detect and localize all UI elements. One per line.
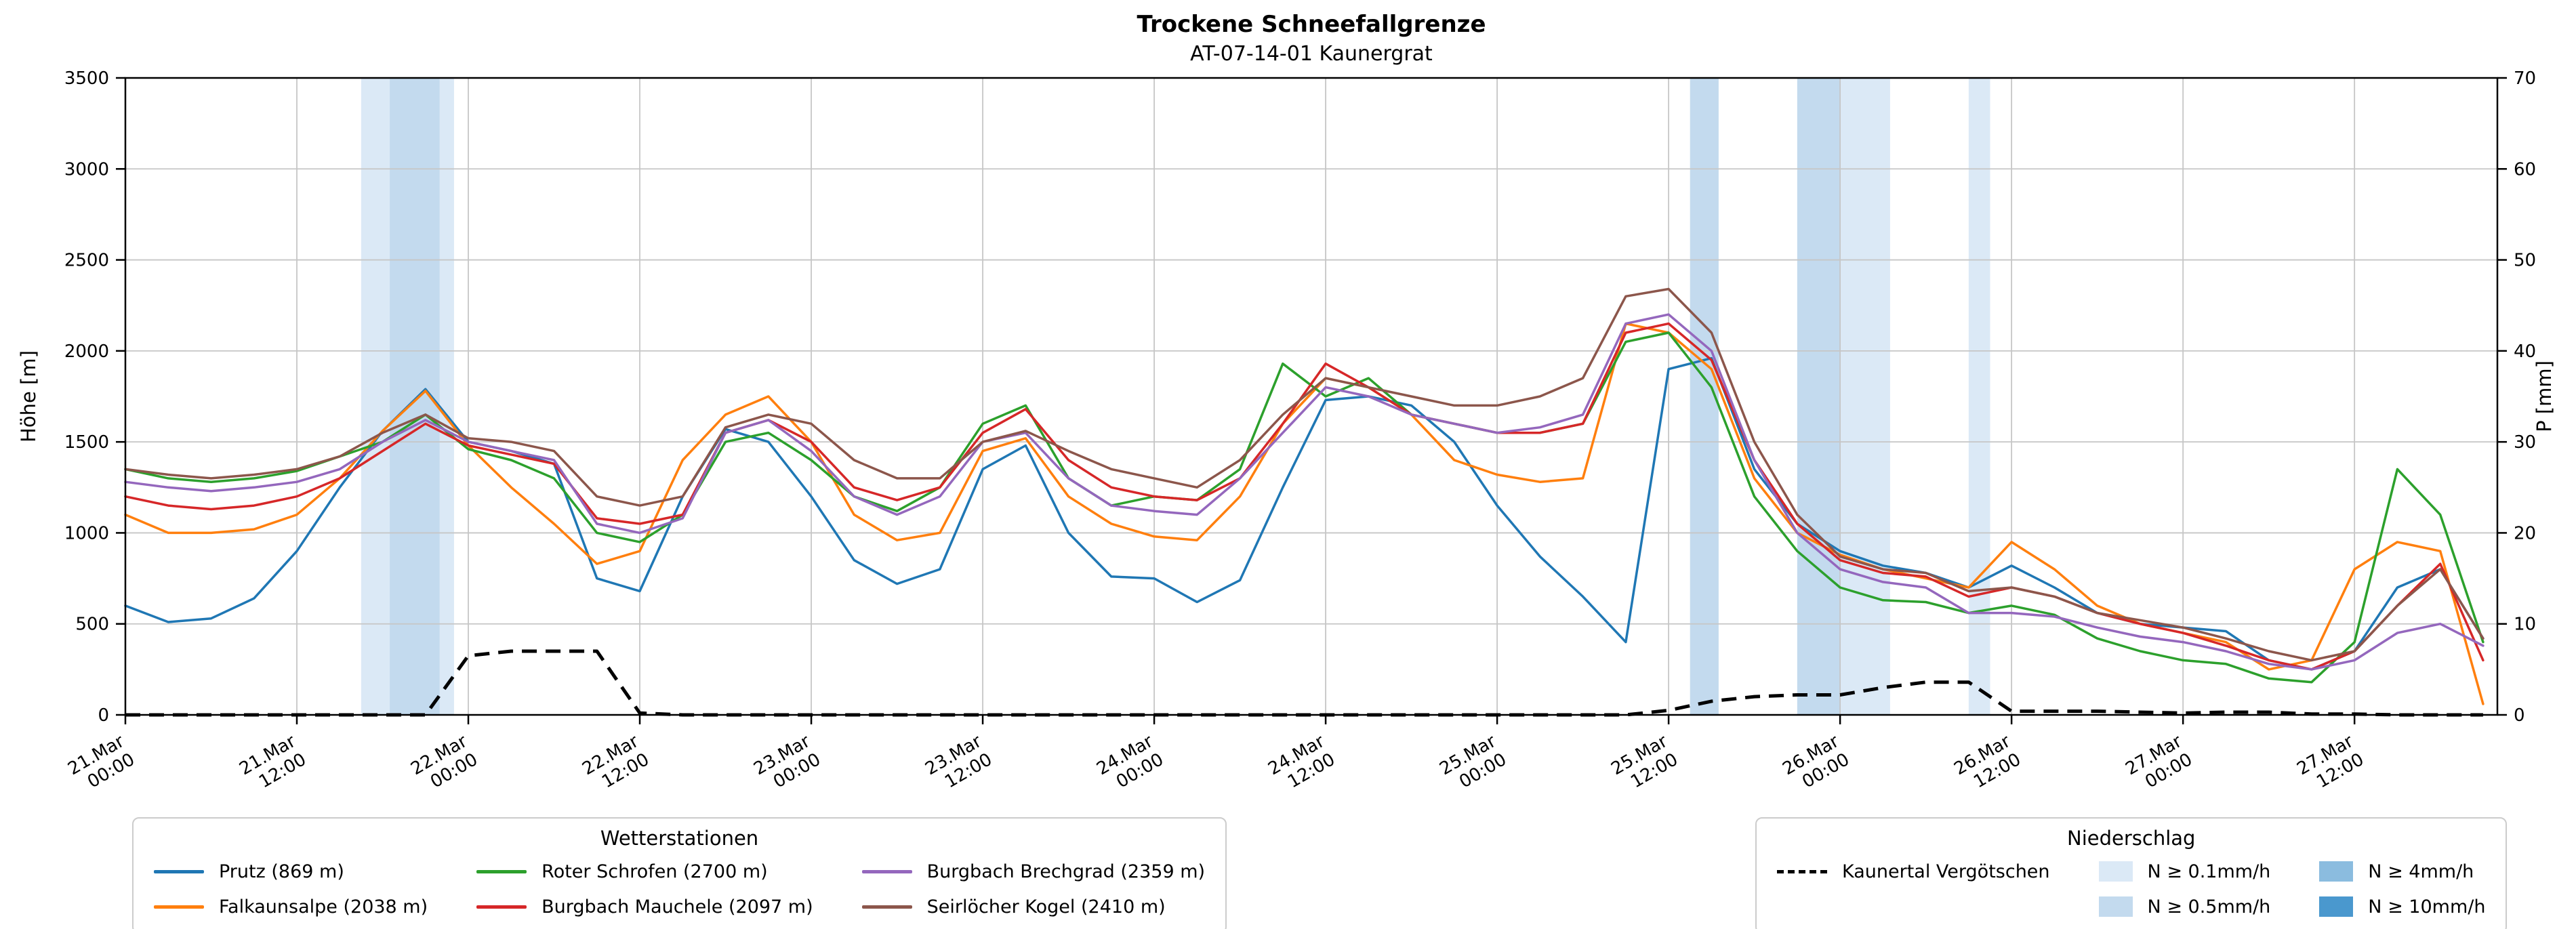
- y-left-tick-label: 0: [98, 705, 109, 726]
- series-line-prutz: [124, 356, 2485, 671]
- series-line-roter-schrofen: [124, 331, 2485, 684]
- series-line-falkaunsalpe: [124, 322, 2485, 705]
- plot-border: [124, 77, 2499, 716]
- legend-item-level-10: N ≥ 10mm/h: [2319, 893, 2485, 920]
- legend-item-label: Burgbach Mauchele (2097 m): [541, 896, 813, 917]
- legend-line-sample: [861, 905, 912, 909]
- y-right-tick-label: 50: [2514, 251, 2536, 271]
- legend-item-level-0.1: N ≥ 0.1mm/h: [2098, 858, 2271, 885]
- legend-item-label: N ≥ 4mm/h: [2368, 861, 2474, 882]
- legend-item-prutz: Prutz (869 m): [154, 858, 428, 885]
- legend-line-sample: [476, 869, 527, 873]
- legend-item-label: Burgbach Brechgrad (2359 m): [926, 861, 1206, 882]
- legend-line-sample: [861, 869, 912, 873]
- legend-wetterstationen-title: Wetterstationen: [600, 827, 759, 850]
- legend-item-label: N ≥ 0.1mm/h: [2147, 861, 2271, 882]
- series-line-burgbach-brechgrad: [124, 313, 2485, 671]
- legend-item-label: N ≥ 0.5mm/h: [2147, 896, 2271, 917]
- legend-item-seirloecher-kogel: Seirlöcher Kogel (2410 m): [861, 893, 1205, 920]
- y-left-tick-label: 1000: [64, 523, 109, 543]
- legend-item-label: Kaunertal Vergötschen: [1842, 861, 2050, 882]
- y-right-tick-label: 0: [2514, 705, 2525, 726]
- precip-bands: [361, 78, 1990, 715]
- precip-band-0.1: [439, 78, 454, 715]
- y-right-tick-label: 70: [2514, 68, 2536, 89]
- y-left-tick-label: 500: [75, 615, 109, 635]
- precip-band-0.1: [1840, 78, 1890, 715]
- y-right-tick-label: 60: [2514, 159, 2536, 180]
- legend-item-level-4: N ≥ 4mm/h: [2319, 858, 2485, 885]
- precip-band-0.5: [1797, 78, 1841, 715]
- legend-line-sample: [154, 905, 204, 909]
- legend-niederschlag-title: Niederschlag: [2067, 827, 2196, 850]
- legend-line-sample: [476, 905, 527, 909]
- series-line-seirloecher-kogel: [124, 287, 2485, 662]
- y-left-tick-label: 3500: [64, 68, 109, 89]
- legend-item-label: Seirlöcher Kogel (2410 m): [926, 896, 1166, 917]
- legend-niederschlag-items: Kaunertal Vergötschen N ≥ 0.1mm/h N ≥ 0.5m…: [1777, 858, 2485, 920]
- precip-band-0.1: [361, 78, 390, 715]
- legend-item-falkaunsalpe: Falkaunsalpe (2038 m): [154, 893, 428, 920]
- y-left-tick-label: 2500: [64, 251, 109, 271]
- legend-item-burgbach-brechgrad: Burgbach Brechgrad (2359 m): [861, 858, 1206, 885]
- y-right-tick-label: 20: [2514, 523, 2536, 543]
- chart-title: Trockene Schneefallgrenze: [1137, 11, 1486, 38]
- legend-dashed-line-sample: [1777, 869, 1827, 873]
- legend-patch-sample-0.1: [2098, 861, 2133, 882]
- y-left-tick-label: 3000: [64, 159, 109, 180]
- y-left-tick-label: 2000: [64, 342, 109, 362]
- legend-wetterstationen: Wetterstationen Prutz (869 m) Falkaunsalp…: [132, 817, 1227, 929]
- chart-canvas: 0 500 1000 1500 2000 2500 3000 3500 0 10 20 30 40 50 6…: [17, 68, 2556, 792]
- precip-band-0.1: [1968, 78, 1990, 715]
- legend-item-label: Prutz (869 m): [219, 861, 344, 882]
- series-line-kaunertal-vergoetschen: [125, 649, 2483, 717]
- legend-item-label: N ≥ 10mm/h: [2368, 896, 2486, 917]
- y-left-axis-label: Höhe [m]: [17, 350, 40, 442]
- legend-line-sample: [154, 869, 204, 873]
- y-right-tick-label: 40: [2514, 342, 2536, 362]
- chart-subtitle: AT-07-14-01 Kaunergrat: [1190, 42, 1433, 66]
- legend-item-level-0.5: N ≥ 0.5mm/h: [2098, 893, 2271, 920]
- legend-spacer: [1777, 893, 2050, 920]
- legend-item-label: Roter Schrofen (2700 m): [541, 861, 768, 882]
- y-right-tick-label: 10: [2514, 615, 2536, 635]
- legend-patch-sample-0.5: [2098, 896, 2133, 917]
- y-left-tick-label: 1500: [64, 432, 109, 453]
- legend-patch-sample-10: [2319, 896, 2354, 917]
- legend-item-kaunertal-vergoetschen: Kaunertal Vergötschen: [1777, 858, 2050, 885]
- axis-ticks: [116, 77, 2507, 724]
- legend-item-roter-schrofen: Roter Schrofen (2700 m): [476, 858, 813, 885]
- y-right-tick-label: 30: [2514, 432, 2536, 453]
- legend-wetterstationen-items: Prutz (869 m) Falkaunsalpe (2038 m) Roter …: [154, 858, 1205, 920]
- y-right-axis-label: P [mm]: [2533, 360, 2556, 432]
- legend-niederschlag: Niederschlag Kaunertal Vergötschen N ≥ 0.…: [1755, 817, 2508, 929]
- legend-item-burgbach-mauchele: Burgbach Mauchele (2097 m): [476, 893, 813, 920]
- legend-item-label: Falkaunsalpe (2038 m): [219, 896, 428, 917]
- legend-patch-sample-4: [2319, 861, 2354, 882]
